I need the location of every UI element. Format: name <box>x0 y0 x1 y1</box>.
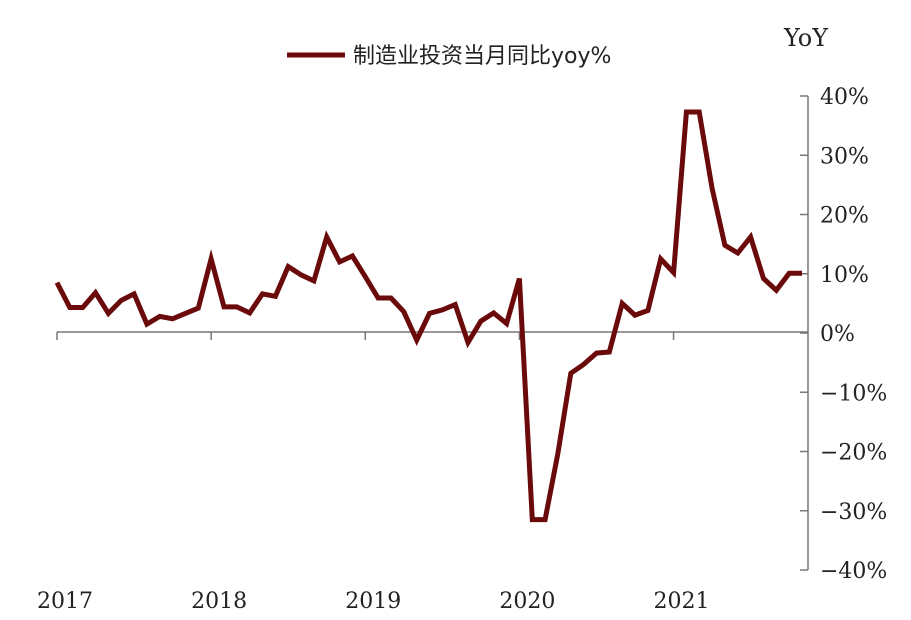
y-tick-label: −40% <box>820 559 887 584</box>
y-tick-label: 10% <box>820 263 869 288</box>
x-tick-label: 2018 <box>191 589 247 614</box>
y-tick-label: −10% <box>820 381 887 406</box>
x-axis-ticks: 2017 2018 2019 2020 2021 <box>37 332 710 614</box>
y-tick-label: −30% <box>820 500 887 525</box>
y-tick-label: −20% <box>820 441 887 466</box>
y-axis-ticks: 40% 30% 20% 10% 0% −10% −20% −30% −40% <box>800 85 887 584</box>
x-tick-label: 2017 <box>37 589 93 614</box>
legend: 制造业投资当月同比yoy% <box>287 44 611 69</box>
series-line <box>54 109 802 523</box>
y-tick-label: 0% <box>820 322 855 347</box>
y-tick-label: 30% <box>820 144 869 169</box>
y-tick-label: 40% <box>820 85 869 110</box>
y-tick-label: 20% <box>820 204 869 229</box>
x-tick-label: 2020 <box>499 589 555 614</box>
y-axis-title: YoY <box>783 24 829 52</box>
x-tick-label: 2019 <box>345 589 401 614</box>
x-tick-label: 2021 <box>654 589 710 614</box>
legend-label: 制造业投资当月同比yoy% <box>353 44 611 69</box>
